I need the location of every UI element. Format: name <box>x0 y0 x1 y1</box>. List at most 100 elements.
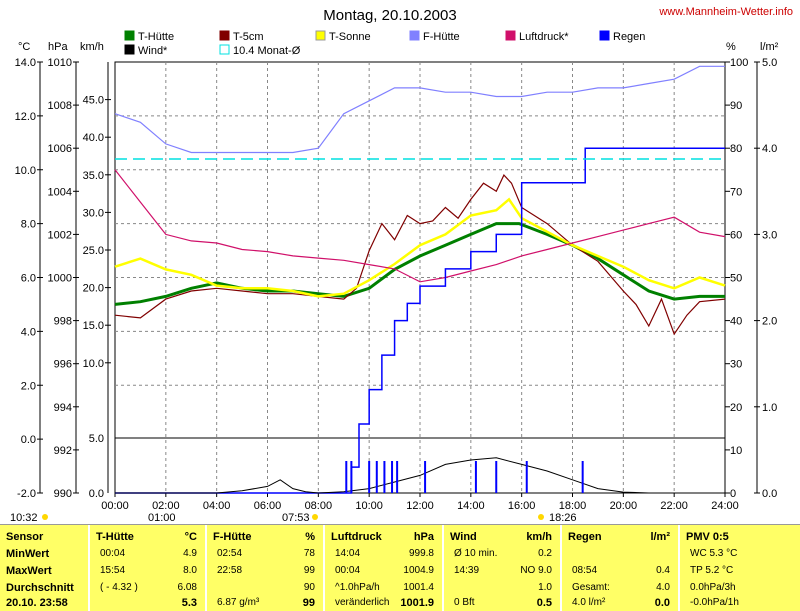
row-value: 4.0 <box>656 582 670 593</box>
current-value: 0.0 <box>654 597 670 609</box>
unit-kmh: km/h <box>80 41 104 53</box>
row-label: 00:04 <box>100 548 126 559</box>
tick-label-percent: 10 <box>730 445 742 457</box>
plot-area <box>114 65 726 494</box>
tick-label-rain: 2.0 <box>762 316 777 328</box>
table-column: Luftdruck hPa 14:04 999.8 00:04 1004.9 ^1.0hPa… <box>323 525 442 611</box>
tick-label-percent: 70 <box>730 186 742 198</box>
column-header: Sensor <box>6 531 44 543</box>
series-line-regen <box>115 147 725 494</box>
tick-label-hpa: 994 <box>54 402 72 414</box>
row-value: 0.2 <box>538 548 552 559</box>
row-value: 1004.9 <box>403 565 434 576</box>
site-link[interactable]: www.Mannheim-Wetter.info <box>658 6 793 18</box>
row-label: 14:39 <box>454 565 480 576</box>
tick-label-percent: 90 <box>730 100 742 112</box>
tick-label-kmh: 30.0 <box>83 207 104 219</box>
column-unit: l/m² <box>650 531 670 543</box>
series-line-t-5cm <box>114 174 726 336</box>
tick-label-percent: 50 <box>730 273 742 285</box>
weather-chart: Montag, 20.10.2003 www.Mannheim-Wetter.i… <box>10 6 793 524</box>
row-value: 1001.4 <box>403 582 434 593</box>
tick-label-hour: 08:00 <box>305 500 333 512</box>
legend-swatch <box>505 30 516 41</box>
tick-label-celsius: 0.0 <box>21 434 36 446</box>
row-value: 999.8 <box>408 548 434 559</box>
row-label: TP 5.2 °C <box>690 565 734 576</box>
column-unit: °C <box>184 531 197 543</box>
tick-label-hour: 02:00 <box>152 500 180 512</box>
chart-title: Montag, 20.10.2003 <box>323 7 456 24</box>
column-header: F-Hütte <box>213 531 252 543</box>
current-value: 99 <box>302 597 315 609</box>
column-header: Wind <box>450 531 477 543</box>
current-value: 0.5 <box>536 597 552 609</box>
column-unit: hPa <box>413 531 434 543</box>
row-label: 15:54 <box>100 565 126 576</box>
legend-label: Regen <box>613 31 645 43</box>
tick-label-hpa: 1010 <box>48 57 72 69</box>
sun-icon <box>42 514 48 520</box>
sun-marks: 10:32 01:00 07:53 18:26 <box>10 512 577 524</box>
row-value: 90 <box>303 582 315 593</box>
row-value: NO 9.0 <box>520 565 552 576</box>
legend-swatch <box>219 30 230 41</box>
tick-label-hpa: 1008 <box>48 100 72 112</box>
table-column: PMV 0:5 WC 5.3 °C TP 5.2 °C 0.0hPa/3h -0.0hP… <box>678 525 800 611</box>
legend-label: Wind* <box>138 45 168 57</box>
legend-label: Luftdruck* <box>519 31 569 43</box>
tick-label-wind-panel: 5.0 <box>89 433 104 445</box>
tick-label-celsius: -2.0 <box>17 488 36 500</box>
legend-label: T-Hütte <box>138 31 174 43</box>
tick-label-rain: 4.0 <box>762 143 777 155</box>
sunrise-icon <box>312 514 318 520</box>
tick-label-celsius: 12.0 <box>15 111 36 123</box>
table-column: Sensor MinWert MaxWert Durchschnitt 20.10. 2… <box>0 525 88 611</box>
tick-label-hpa: 996 <box>54 359 72 371</box>
tick-label-celsius: 4.0 <box>21 326 36 338</box>
tick-label-hour: 18:00 <box>559 500 587 512</box>
row-label: WC 5.3 °C <box>690 548 738 559</box>
tick-label-percent: 80 <box>730 143 742 155</box>
column-unit: % <box>305 531 315 543</box>
series-line-t-h-tte <box>114 222 725 306</box>
legend-swatch <box>124 30 135 41</box>
tick-label-celsius: 10.0 <box>15 165 36 177</box>
tick-label-hour: 20:00 <box>610 500 638 512</box>
tick-label-percent: 100 <box>730 57 748 69</box>
tick-label-hour: 04:00 <box>203 500 231 512</box>
row-label: Ø 10 min. <box>454 548 498 559</box>
unit-rain: l/m² <box>760 41 779 53</box>
column-header: T-Hütte <box>96 531 134 543</box>
row-value: 4.9 <box>183 548 197 559</box>
tick-label-hpa: 990 <box>54 488 72 500</box>
legend-label: T-5cm <box>233 31 264 43</box>
column-header: Regen <box>568 531 602 543</box>
axes: 14.0 12.0 10.0 8.0 6.0 4.0 2.0 0.0 -2.0 1010 1008 1… <box>15 57 778 512</box>
legend-label: T-Sonne <box>329 31 371 43</box>
row-label: 08:54 <box>572 565 598 576</box>
tick-label-rain: 5.0 <box>762 57 777 69</box>
tick-label-percent: 30 <box>730 359 742 371</box>
row-label: ^1.0hPa/h <box>335 582 380 593</box>
moon-time-label: 01:00 <box>148 512 176 524</box>
tick-label-celsius: 8.0 <box>21 219 36 231</box>
tick-label-hpa: 1002 <box>48 229 72 241</box>
row-label: 22:58 <box>217 565 243 576</box>
row-label: 02:54 <box>217 548 243 559</box>
current-value: 1001.9 <box>400 597 434 609</box>
legend-swatch <box>315 30 326 41</box>
sunset-label: 18:26 <box>549 512 577 524</box>
table-column: T-Hütte °C 00:04 4.9 15:54 8.0 ( - 4.32 ) 6.08 5… <box>88 525 205 611</box>
table-column: F-Hütte% 02:54 78 22:58 99 90 6.87 g/m³ 99 <box>205 525 323 611</box>
row-value: 1.0 <box>538 582 552 593</box>
tick-label-percent: 20 <box>730 402 742 414</box>
tick-label-hpa: 992 <box>54 445 72 457</box>
current-value: 5.3 <box>181 597 197 609</box>
legend-swatch <box>124 44 135 55</box>
row-value: 6.08 <box>177 582 197 593</box>
column-header: Luftdruck <box>331 531 382 543</box>
statistics-table: Sensor MinWert MaxWert Durchschnitt 20.10. 2… <box>0 524 800 611</box>
legend-swatch <box>599 30 610 41</box>
row-value: 78 <box>303 548 315 559</box>
